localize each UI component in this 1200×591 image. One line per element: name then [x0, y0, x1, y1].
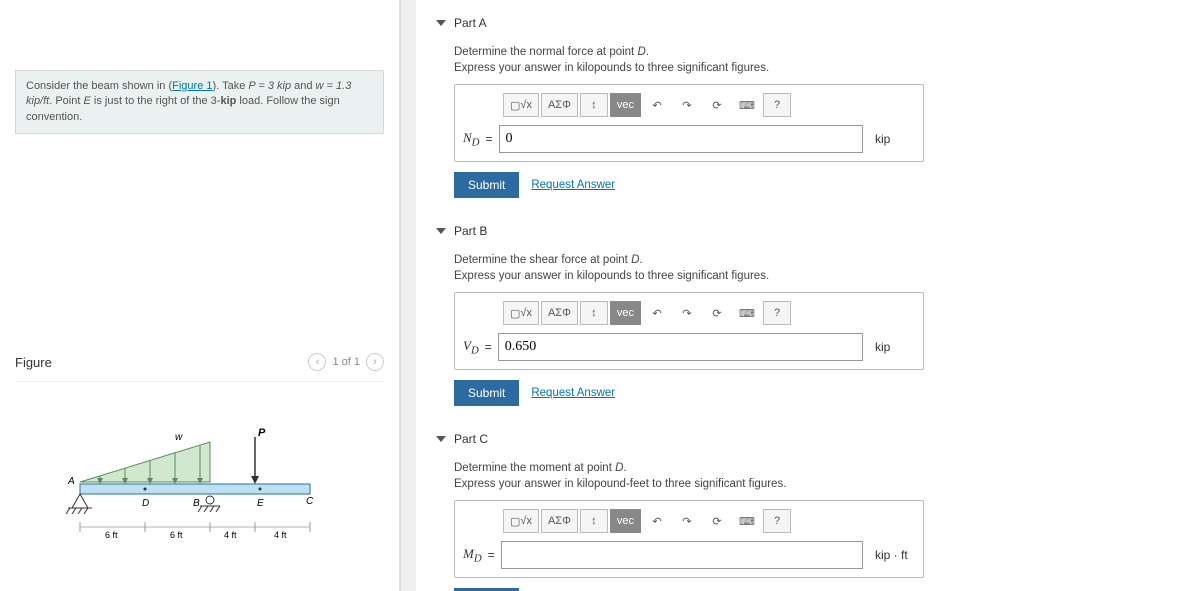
unit-label: kip [875, 340, 915, 354]
reset-icon[interactable]: ⟳ [703, 301, 731, 325]
caret-icon [436, 436, 446, 442]
templates-icon[interactable]: ▢√x [503, 93, 539, 117]
figure-diagram: w P A D B E C [15, 381, 384, 581]
reset-icon[interactable]: ⟳ [703, 509, 731, 533]
undo-icon[interactable]: ↶ [643, 509, 671, 533]
svg-text:E: E [257, 498, 264, 509]
part-c-instr: Express your answer in kilopound-feet to… [454, 478, 1180, 490]
caret-icon [436, 228, 446, 234]
svg-text:6 ft: 6 ft [105, 530, 118, 540]
figure-prev[interactable]: ‹ [308, 353, 326, 371]
svg-text:D: D [142, 498, 149, 509]
keyboard-icon[interactable]: ⌨ [733, 93, 761, 117]
var-label: ND [463, 130, 480, 149]
vec-icon[interactable]: vec [610, 301, 641, 325]
figure-label: Figure [15, 355, 52, 370]
undo-icon[interactable]: ↶ [643, 93, 671, 117]
part-a-instr: Express your answer in kilopounds to thr… [454, 62, 1180, 74]
part-b-prompt: Determine the shear force at point D. [454, 254, 1180, 266]
redo-icon[interactable]: ↷ [673, 301, 701, 325]
part-b-instr: Express your answer in kilopounds to thr… [454, 270, 1180, 282]
redo-icon[interactable]: ↷ [673, 509, 701, 533]
templates-icon[interactable]: ▢√x [503, 509, 539, 533]
problem-statement: Consider the beam shown in (Figure 1). T… [15, 70, 384, 134]
redo-icon[interactable]: ↷ [673, 93, 701, 117]
part-a-prompt: Determine the normal force at point D. [454, 46, 1180, 58]
scripts-icon[interactable]: ↕ [580, 509, 608, 533]
part-b-header[interactable]: Part B [436, 218, 1180, 244]
figure-counter: 1 of 1 [332, 356, 360, 368]
help-icon[interactable]: ? [763, 509, 791, 533]
greek-icon[interactable]: ΑΣΦ [541, 509, 578, 533]
submit-button[interactable]: Submit [454, 380, 519, 406]
figure-next[interactable]: › [366, 353, 384, 371]
request-answer-link[interactable]: Request Answer [531, 387, 615, 399]
part-c-prompt: Determine the moment at point D. [454, 462, 1180, 474]
w-label: w [175, 432, 183, 443]
unit-label: kip [875, 132, 915, 146]
greek-icon[interactable]: ΑΣΦ [541, 301, 578, 325]
keyboard-icon[interactable]: ⌨ [733, 509, 761, 533]
part-b-input[interactable] [498, 333, 863, 361]
part-c-title: Part C [454, 432, 488, 446]
var-label: VD [463, 338, 479, 357]
keyboard-icon[interactable]: ⌨ [733, 301, 761, 325]
scripts-icon[interactable]: ↕ [580, 93, 608, 117]
svg-text:4 ft: 4 ft [274, 530, 287, 540]
vec-icon[interactable]: vec [610, 93, 641, 117]
p-label: P [258, 427, 266, 439]
reset-icon[interactable]: ⟳ [703, 93, 731, 117]
figure-link[interactable]: Figure 1 [172, 80, 212, 92]
var-label: MD [463, 546, 482, 565]
greek-icon[interactable]: ΑΣΦ [541, 93, 578, 117]
undo-icon[interactable]: ↶ [643, 301, 671, 325]
svg-text:C: C [306, 496, 314, 507]
part-a-title: Part A [454, 16, 487, 30]
help-icon[interactable]: ? [763, 301, 791, 325]
caret-icon [436, 20, 446, 26]
svg-text:4 ft: 4 ft [224, 530, 237, 540]
submit-button[interactable]: Submit [454, 172, 519, 198]
part-c-input[interactable] [501, 541, 863, 569]
part-c-header[interactable]: Part C [436, 426, 1180, 452]
vec-icon[interactable]: vec [610, 509, 641, 533]
scrollbar[interactable] [400, 0, 416, 591]
part-b-answer-box: ▢√x ΑΣΦ ↕ vec ↶ ↷ ⟳ ⌨ ? VD = kip [454, 292, 924, 370]
svg-text:6 ft: 6 ft [170, 530, 183, 540]
part-a-answer-box: ▢√x ΑΣΦ ↕ vec ↶ ↷ ⟳ ⌨ ? ND = kip [454, 84, 924, 162]
svg-text:A: A [67, 476, 75, 487]
part-b-title: Part B [454, 224, 487, 238]
svg-text:B: B [193, 498, 200, 509]
part-a-input[interactable] [499, 125, 863, 153]
part-c-answer-box: ▢√x ΑΣΦ ↕ vec ↶ ↷ ⟳ ⌨ ? MD = kip [454, 500, 924, 578]
request-answer-link[interactable]: Request Answer [531, 179, 615, 191]
help-icon[interactable]: ? [763, 93, 791, 117]
templates-icon[interactable]: ▢√x [503, 301, 539, 325]
scripts-icon[interactable]: ↕ [580, 301, 608, 325]
part-a-header[interactable]: Part A [436, 10, 1180, 36]
figure-nav: ‹ 1 of 1 › [308, 353, 384, 371]
unit-label: kip · ft [875, 548, 915, 562]
